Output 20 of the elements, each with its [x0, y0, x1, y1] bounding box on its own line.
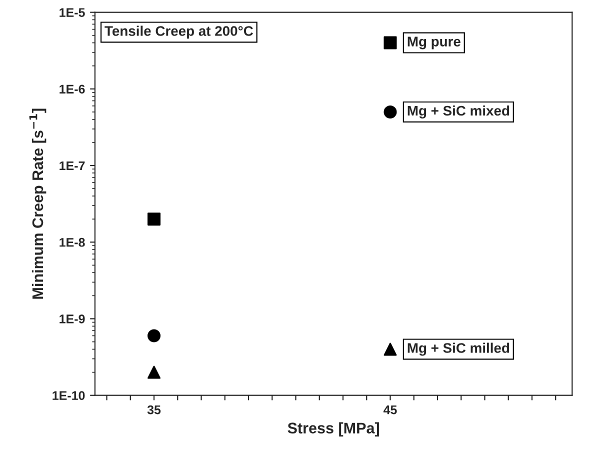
y-tick-label: 1E-6 [60, 84, 85, 94]
point [384, 342, 397, 356]
y-tick-label: 1E-10 [52, 391, 85, 400]
x-tick-label: 35 [147, 405, 161, 414]
point [384, 105, 397, 118]
series-label: Mg + SiC milled [408, 342, 510, 356]
x-axis-title: Stress [MPa] [288, 422, 379, 437]
point [148, 212, 161, 226]
annotation: Tensile Creep at 200°C [104, 26, 254, 39]
point [384, 36, 397, 50]
y-tick-label: 1E-9 [60, 314, 85, 324]
x-tick-label: 45 [383, 406, 397, 414]
point [148, 329, 161, 342]
y-tick-label: 1E-5 [60, 8, 85, 17]
series-label: Mg pure [408, 36, 460, 50]
y-tick-label: 1E-8 [60, 238, 85, 247]
y-axis-title: Minimum Creep Rate [s$^{−1}$] [29, 108, 46, 299]
point [148, 366, 161, 379]
series-label: Mg + SiC mixed [408, 105, 510, 118]
y-tick-label: 1E-7 [60, 161, 85, 170]
